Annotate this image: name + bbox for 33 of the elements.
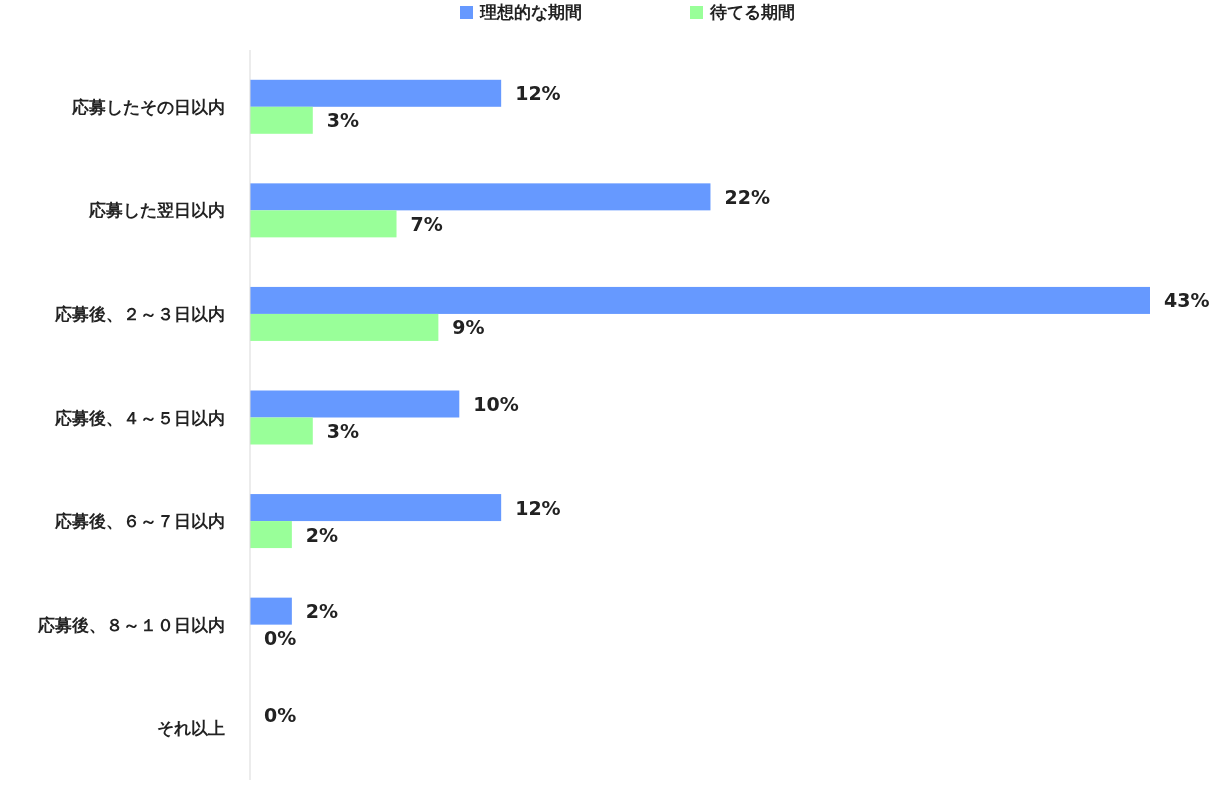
bar [250,79,502,107]
legend-label: 待てる期間 [709,2,795,22]
data-label: 0% [264,627,297,650]
data-label: 43% [1164,289,1210,312]
bar [250,390,460,418]
bar [250,417,313,445]
data-label: 12% [515,496,561,519]
data-label: 10% [473,393,519,415]
y-tick-label: 応募後、４～５日以内 [54,407,225,428]
bar [250,313,439,341]
bar [250,183,711,211]
y-tick-label: 応募後、６～７日以内 [54,511,225,532]
bar [250,210,397,238]
y-tick-label: 応募後、８～１０日以内 [37,614,225,635]
bar [250,106,313,134]
bar [250,597,292,625]
data-label: 3% [326,109,360,132]
data-label: 12% [515,82,561,105]
y-tick-label: 応募した翌日以内 [88,200,225,221]
bar [250,286,1150,314]
data-label: 2% [305,600,339,623]
data-label: 0% [264,703,297,726]
data-label: 3% [326,420,360,442]
bar [250,494,502,522]
data-label: 7% [410,212,443,235]
data-label: 9% [452,316,485,339]
bar [250,521,292,549]
data-label: 2% [305,523,339,546]
y-tick-label: 応募したその日以内 [71,96,225,117]
y-tick-label: それ以上 [157,718,225,739]
y-tick-label: 応募後、２～３日以内 [54,303,225,324]
data-label: 22% [724,185,770,208]
legend-label: 理想的な期間 [479,2,582,22]
